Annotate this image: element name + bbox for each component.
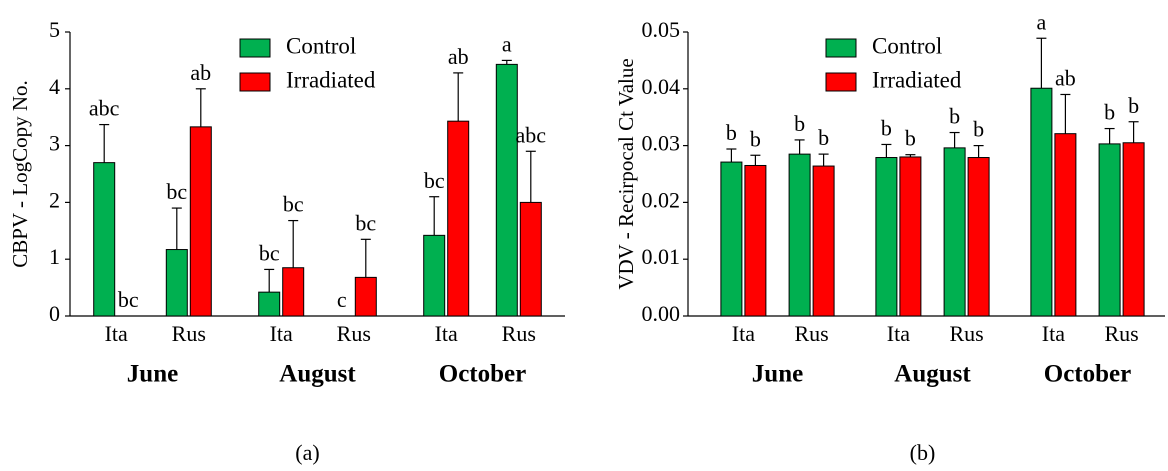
significance-letter: b — [1128, 93, 1139, 118]
y-tick-label: 0 — [49, 301, 60, 326]
bar — [875, 157, 898, 317]
x-tick-label: Rus — [794, 321, 828, 346]
bar — [495, 63, 518, 317]
bar — [1030, 87, 1053, 317]
significance-letter: ab — [448, 44, 469, 69]
bar — [943, 147, 966, 317]
group-label: October — [1044, 361, 1131, 388]
bar — [812, 165, 835, 317]
y-tick-label: 0.00 — [642, 301, 681, 326]
legend-label: Control — [286, 33, 356, 58]
legend-label: Irradiated — [872, 67, 962, 92]
bar — [165, 249, 188, 317]
x-tick-label: Rus — [337, 321, 371, 346]
bar — [354, 276, 377, 317]
significance-letter: a — [1037, 9, 1047, 34]
significance-letter: bc — [283, 192, 304, 217]
group-label: August — [894, 361, 971, 388]
group-label: June — [752, 361, 803, 388]
bar — [1054, 133, 1077, 317]
bar — [1122, 142, 1145, 317]
significance-letter: b — [1104, 100, 1115, 125]
significance-letter: ab — [1055, 66, 1076, 91]
bar — [258, 291, 281, 317]
bar — [519, 201, 542, 317]
y-tick-label: 1 — [49, 244, 60, 269]
bar — [967, 157, 990, 317]
x-tick-label: Rus — [1104, 321, 1138, 346]
y-tick-label: 0.01 — [642, 244, 681, 269]
x-tick-label: Ita — [732, 321, 755, 346]
significance-letter: abc — [516, 122, 547, 147]
panel-label: (a) — [295, 440, 319, 465]
significance-letter: a — [502, 31, 512, 56]
bar — [447, 120, 470, 317]
y-tick-label: 2 — [49, 187, 60, 212]
y-tick-label: 3 — [49, 131, 60, 156]
legend-swatch — [825, 72, 857, 92]
significance-letter: b — [949, 104, 960, 129]
significance-letter: b — [905, 126, 916, 151]
significance-letter: b — [881, 116, 892, 141]
bar — [899, 156, 922, 317]
legend-swatch — [239, 72, 271, 92]
x-tick-label: Ita — [887, 321, 910, 346]
group-label: October — [439, 361, 526, 388]
legend-label: Control — [872, 33, 942, 58]
x-tick-label: Ita — [270, 321, 293, 346]
bar — [282, 267, 305, 317]
bar — [744, 164, 767, 317]
group-label: June — [127, 361, 178, 388]
bar — [423, 234, 446, 317]
x-tick-label: Ita — [435, 321, 458, 346]
legend-swatch — [239, 38, 271, 58]
significance-letter: bc — [259, 240, 280, 265]
y-tick-label: 0.05 — [642, 17, 681, 42]
significance-letter: b — [750, 126, 761, 151]
x-tick-label: Rus — [172, 321, 206, 346]
bar — [720, 161, 743, 317]
y-tick-label: 4 — [49, 74, 60, 99]
x-tick-label: Rus — [502, 321, 536, 346]
significance-letter: abc — [89, 96, 120, 121]
significance-letter: ab — [190, 60, 211, 85]
significance-letter: bc — [355, 210, 376, 235]
panel-label: (b) — [910, 440, 936, 465]
significance-letter: bc — [166, 179, 187, 204]
significance-letter: c — [337, 287, 347, 312]
bar — [93, 162, 116, 317]
significance-letter: b — [726, 120, 737, 145]
significance-letter: b — [794, 111, 805, 136]
y-tick-label: 5 — [49, 17, 60, 42]
y-tick-label: 0.02 — [642, 187, 681, 212]
group-label: August — [279, 361, 356, 388]
x-tick-label: Ita — [105, 321, 128, 346]
significance-letter: bc — [118, 287, 139, 312]
legend-label: Irradiated — [286, 67, 376, 92]
x-tick-label: Rus — [949, 321, 983, 346]
bar — [1098, 143, 1121, 317]
significance-letter: bc — [424, 168, 445, 193]
bar — [189, 126, 212, 317]
y-tick-label: 0.03 — [642, 131, 681, 156]
y-axis-label: VDV - Recirpocal Ct Value — [614, 58, 638, 289]
x-tick-label: Ita — [1042, 321, 1065, 346]
significance-letter: b — [818, 125, 829, 150]
significance-letter: b — [973, 117, 984, 142]
legend-swatch — [825, 38, 857, 58]
y-tick-label: 0.04 — [642, 74, 681, 99]
y-axis-label: CBPV - LogCopy No. — [8, 80, 32, 267]
bar — [788, 153, 811, 317]
